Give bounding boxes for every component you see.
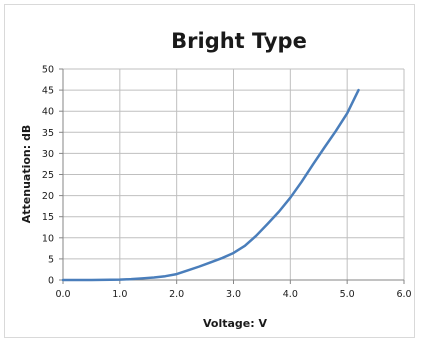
y-tick-label: 5 <box>48 254 54 265</box>
y-axis-title: Attenuation: dB <box>20 125 33 223</box>
x-tick-label: 5.0 <box>340 289 355 300</box>
y-tick-label: 0 <box>48 276 54 287</box>
y-tick-label: 25 <box>42 170 54 181</box>
x-tick-label: 4.0 <box>283 289 298 300</box>
y-tick-label: 40 <box>42 107 54 118</box>
y-tick-label: 45 <box>42 86 54 97</box>
chart-title: Bright Type <box>171 29 307 53</box>
series <box>61 88 360 282</box>
series-line <box>61 88 360 282</box>
y-tick-label: 20 <box>42 191 54 202</box>
x-tick-label: 0.0 <box>55 289 70 300</box>
x-tick-label: 2.0 <box>169 289 184 300</box>
y-tick-label: 50 <box>42 65 54 76</box>
x-tick-label: 6.0 <box>396 289 411 300</box>
x-tick-label: 1.0 <box>112 289 127 300</box>
y-tick-label: 10 <box>42 233 54 244</box>
y-tick-label: 15 <box>42 212 54 223</box>
y-tick-label: 35 <box>42 128 54 139</box>
grid <box>63 68 405 280</box>
tick-labels: 0.0 1.0 2.0 3.0 4.0 5.0 6.0 0 5 10 15 20 25 30 35 40 45 5… <box>42 65 412 301</box>
x-tick-label: 3.0 <box>226 289 241 300</box>
chart-frame <box>4 4 415 338</box>
y-tick-label: 30 <box>42 149 54 160</box>
x-axis-title: Voltage: V <box>203 317 267 330</box>
